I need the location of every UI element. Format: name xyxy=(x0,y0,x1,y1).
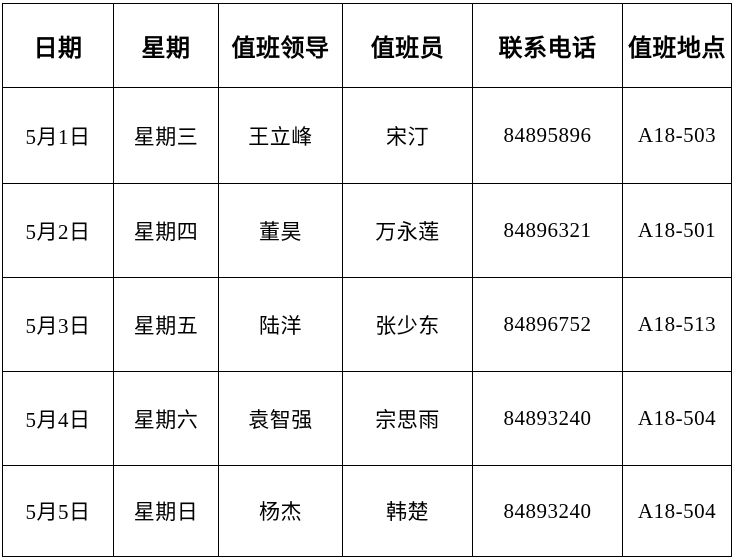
cell-leader: 陆洋 xyxy=(218,277,343,372)
cell-date: 5月4日 xyxy=(2,371,114,466)
cell-location: A18-503 xyxy=(622,87,732,184)
cell-weekday: 星期三 xyxy=(113,87,219,184)
table-row: 5月5日 星期日 杨杰 韩楚 84893240 A18-504 xyxy=(2,465,732,557)
column-header-leader: 值班领导 xyxy=(218,3,343,88)
table-row: 5月3日 星期五 陆洋 张少东 84896752 A18-513 xyxy=(2,277,732,372)
column-header-weekday: 星期 xyxy=(113,3,219,88)
cell-phone: 84896321 xyxy=(472,183,623,278)
cell-leader: 杨杰 xyxy=(218,465,343,557)
cell-location: A18-513 xyxy=(622,277,732,372)
duty-roster-table: 日期 星期 值班领导 值班员 联系电话 值班地点 5月1日 星期三 王立峰 宋汀… xyxy=(2,3,732,557)
cell-staff: 万永莲 xyxy=(342,183,473,278)
cell-staff: 张少东 xyxy=(342,277,473,372)
cell-staff: 宗思雨 xyxy=(342,371,473,466)
cell-staff: 宋汀 xyxy=(342,87,473,184)
table-header: 日期 星期 值班领导 值班员 联系电话 值班地点 xyxy=(2,3,732,88)
cell-leader: 王立峰 xyxy=(218,87,343,184)
cell-leader: 董昊 xyxy=(218,183,343,278)
table-body: 5月1日 星期三 王立峰 宋汀 84895896 A18-503 5月2日 星期… xyxy=(2,87,732,557)
cell-date: 5月5日 xyxy=(2,465,114,557)
cell-phone: 84895896 xyxy=(472,87,623,184)
cell-date: 5月1日 xyxy=(2,87,114,184)
column-header-location: 值班地点 xyxy=(622,3,732,88)
cell-phone: 84893240 xyxy=(472,465,623,557)
column-header-staff: 值班员 xyxy=(342,3,473,88)
table-row: 5月2日 星期四 董昊 万永莲 84896321 A18-501 xyxy=(2,183,732,278)
cell-leader: 袁智强 xyxy=(218,371,343,466)
cell-weekday: 星期五 xyxy=(113,277,219,372)
table-row: 5月1日 星期三 王立峰 宋汀 84895896 A18-503 xyxy=(2,87,732,184)
cell-phone: 84896752 xyxy=(472,277,623,372)
table-row: 5月4日 星期六 袁智强 宗思雨 84893240 A18-504 xyxy=(2,371,732,466)
cell-date: 5月3日 xyxy=(2,277,114,372)
cell-staff: 韩楚 xyxy=(342,465,473,557)
column-header-phone: 联系电话 xyxy=(472,3,623,88)
cell-location: A18-504 xyxy=(622,371,732,466)
cell-location: A18-504 xyxy=(622,465,732,557)
cell-phone: 84893240 xyxy=(472,371,623,466)
cell-weekday: 星期日 xyxy=(113,465,219,557)
column-header-date: 日期 xyxy=(2,3,114,88)
cell-weekday: 星期四 xyxy=(113,183,219,278)
table-header-row: 日期 星期 值班领导 值班员 联系电话 值班地点 xyxy=(2,3,732,88)
cell-weekday: 星期六 xyxy=(113,371,219,466)
cell-location: A18-501 xyxy=(622,183,732,278)
cell-date: 5月2日 xyxy=(2,183,114,278)
